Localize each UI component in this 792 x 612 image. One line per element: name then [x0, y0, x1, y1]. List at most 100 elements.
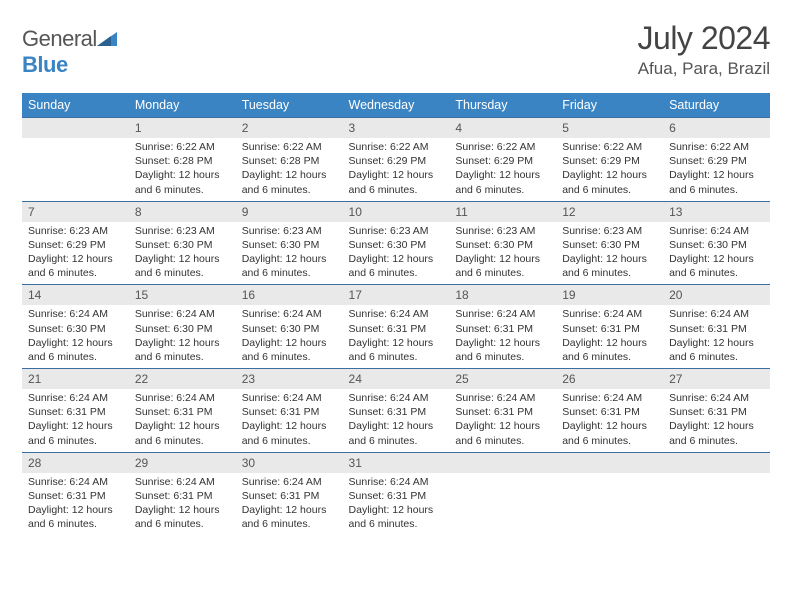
- day-body: Sunrise: 6:24 AMSunset: 6:31 PMDaylight:…: [236, 389, 343, 452]
- day-number: 10: [343, 202, 450, 222]
- day-body: Sunrise: 6:24 AMSunset: 6:30 PMDaylight:…: [22, 305, 129, 368]
- daylight-text: Daylight: 12 hours: [135, 336, 230, 350]
- day-body: Sunrise: 6:24 AMSunset: 6:31 PMDaylight:…: [556, 389, 663, 452]
- day-body: Sunrise: 6:22 AMSunset: 6:29 PMDaylight:…: [343, 138, 450, 201]
- sunrise-text: Sunrise: 6:22 AM: [669, 140, 764, 154]
- sunset-text: Sunset: 6:30 PM: [135, 238, 230, 252]
- sunrise-text: Sunrise: 6:24 AM: [349, 475, 444, 489]
- calendar-cell: 19Sunrise: 6:24 AMSunset: 6:31 PMDayligh…: [556, 285, 663, 369]
- sunset-text: Sunset: 6:31 PM: [669, 322, 764, 336]
- daylight-text: and 6 minutes.: [242, 183, 337, 197]
- calendar-cell: 23Sunrise: 6:24 AMSunset: 6:31 PMDayligh…: [236, 369, 343, 453]
- calendar-cell: 7Sunrise: 6:23 AMSunset: 6:29 PMDaylight…: [22, 201, 129, 285]
- calendar-cell: 5Sunrise: 6:22 AMSunset: 6:29 PMDaylight…: [556, 118, 663, 202]
- calendar-cell: 20Sunrise: 6:24 AMSunset: 6:31 PMDayligh…: [663, 285, 770, 369]
- location: Afua, Para, Brazil: [638, 59, 770, 79]
- day-body: Sunrise: 6:24 AMSunset: 6:31 PMDaylight:…: [449, 305, 556, 368]
- sunset-text: Sunset: 6:31 PM: [349, 322, 444, 336]
- calendar-cell: 6Sunrise: 6:22 AMSunset: 6:29 PMDaylight…: [663, 118, 770, 202]
- sunset-text: Sunset: 6:28 PM: [135, 154, 230, 168]
- daylight-text: Daylight: 12 hours: [135, 252, 230, 266]
- sunrise-text: Sunrise: 6:23 AM: [562, 224, 657, 238]
- sunset-text: Sunset: 6:31 PM: [135, 489, 230, 503]
- day-number: 26: [556, 369, 663, 389]
- day-number: 28: [22, 453, 129, 473]
- month-title: July 2024: [638, 20, 770, 57]
- daylight-text: Daylight: 12 hours: [562, 419, 657, 433]
- day-number: 30: [236, 453, 343, 473]
- day-body: Sunrise: 6:22 AMSunset: 6:28 PMDaylight:…: [129, 138, 236, 201]
- sunrise-text: Sunrise: 6:22 AM: [455, 140, 550, 154]
- day-body: Sunrise: 6:22 AMSunset: 6:29 PMDaylight:…: [449, 138, 556, 201]
- daylight-text: and 6 minutes.: [669, 350, 764, 364]
- day-number: [449, 453, 556, 473]
- day-body: Sunrise: 6:24 AMSunset: 6:30 PMDaylight:…: [663, 222, 770, 285]
- day-number: 5: [556, 118, 663, 138]
- daylight-text: and 6 minutes.: [669, 183, 764, 197]
- day-number: 4: [449, 118, 556, 138]
- logo-part1: General: [22, 26, 97, 51]
- calendar-cell: 8Sunrise: 6:23 AMSunset: 6:30 PMDaylight…: [129, 201, 236, 285]
- calendar-cell: [449, 452, 556, 535]
- day-number: [556, 453, 663, 473]
- daylight-text: Daylight: 12 hours: [349, 336, 444, 350]
- daylight-text: and 6 minutes.: [349, 434, 444, 448]
- day-body: Sunrise: 6:23 AMSunset: 6:30 PMDaylight:…: [449, 222, 556, 285]
- daylight-text: and 6 minutes.: [28, 434, 123, 448]
- daylight-text: and 6 minutes.: [135, 350, 230, 364]
- day-number: 6: [663, 118, 770, 138]
- sunrise-text: Sunrise: 6:24 AM: [349, 391, 444, 405]
- calendar-cell: 1Sunrise: 6:22 AMSunset: 6:28 PMDaylight…: [129, 118, 236, 202]
- logo-part2: Blue: [22, 52, 68, 77]
- day-body: Sunrise: 6:24 AMSunset: 6:31 PMDaylight:…: [343, 305, 450, 368]
- day-number: 31: [343, 453, 450, 473]
- daylight-text: Daylight: 12 hours: [28, 419, 123, 433]
- day-body: Sunrise: 6:24 AMSunset: 6:31 PMDaylight:…: [129, 389, 236, 452]
- day-body: Sunrise: 6:24 AMSunset: 6:31 PMDaylight:…: [663, 389, 770, 452]
- day-number: 29: [129, 453, 236, 473]
- sunrise-text: Sunrise: 6:22 AM: [562, 140, 657, 154]
- daylight-text: Daylight: 12 hours: [349, 419, 444, 433]
- calendar-table: SundayMondayTuesdayWednesdayThursdayFrid…: [22, 93, 770, 535]
- day-body: Sunrise: 6:23 AMSunset: 6:30 PMDaylight:…: [343, 222, 450, 285]
- sunset-text: Sunset: 6:30 PM: [349, 238, 444, 252]
- day-number: 1: [129, 118, 236, 138]
- daylight-text: and 6 minutes.: [242, 434, 337, 448]
- daylight-text: and 6 minutes.: [669, 434, 764, 448]
- sunrise-text: Sunrise: 6:23 AM: [28, 224, 123, 238]
- day-body: Sunrise: 6:24 AMSunset: 6:31 PMDaylight:…: [663, 305, 770, 368]
- logo: General Blue: [22, 20, 117, 78]
- daylight-text: Daylight: 12 hours: [135, 419, 230, 433]
- daylight-text: and 6 minutes.: [242, 350, 337, 364]
- calendar-cell: 10Sunrise: 6:23 AMSunset: 6:30 PMDayligh…: [343, 201, 450, 285]
- header: General Blue July 2024 Afua, Para, Brazi…: [22, 20, 770, 79]
- calendar-cell: [556, 452, 663, 535]
- daylight-text: and 6 minutes.: [349, 183, 444, 197]
- calendar-cell: 9Sunrise: 6:23 AMSunset: 6:30 PMDaylight…: [236, 201, 343, 285]
- sunrise-text: Sunrise: 6:24 AM: [28, 307, 123, 321]
- day-number: 24: [343, 369, 450, 389]
- calendar-head: SundayMondayTuesdayWednesdayThursdayFrid…: [22, 93, 770, 118]
- daylight-text: Daylight: 12 hours: [455, 336, 550, 350]
- sunset-text: Sunset: 6:31 PM: [562, 405, 657, 419]
- daylight-text: and 6 minutes.: [455, 350, 550, 364]
- sunset-text: Sunset: 6:31 PM: [242, 489, 337, 503]
- daylight-text: Daylight: 12 hours: [28, 252, 123, 266]
- sunset-text: Sunset: 6:30 PM: [28, 322, 123, 336]
- sunrise-text: Sunrise: 6:24 AM: [455, 391, 550, 405]
- sunset-text: Sunset: 6:30 PM: [242, 238, 337, 252]
- sunset-text: Sunset: 6:31 PM: [562, 322, 657, 336]
- calendar-row: 1Sunrise: 6:22 AMSunset: 6:28 PMDaylight…: [22, 118, 770, 202]
- weekday-header: Sunday: [22, 93, 129, 118]
- day-number: 17: [343, 285, 450, 305]
- day-body: Sunrise: 6:24 AMSunset: 6:31 PMDaylight:…: [129, 473, 236, 536]
- calendar-cell: 17Sunrise: 6:24 AMSunset: 6:31 PMDayligh…: [343, 285, 450, 369]
- weekday-header: Wednesday: [343, 93, 450, 118]
- daylight-text: Daylight: 12 hours: [242, 419, 337, 433]
- sunrise-text: Sunrise: 6:23 AM: [242, 224, 337, 238]
- daylight-text: and 6 minutes.: [242, 517, 337, 531]
- day-number: 11: [449, 202, 556, 222]
- sunrise-text: Sunrise: 6:23 AM: [349, 224, 444, 238]
- sunrise-text: Sunrise: 6:24 AM: [135, 307, 230, 321]
- daylight-text: Daylight: 12 hours: [669, 336, 764, 350]
